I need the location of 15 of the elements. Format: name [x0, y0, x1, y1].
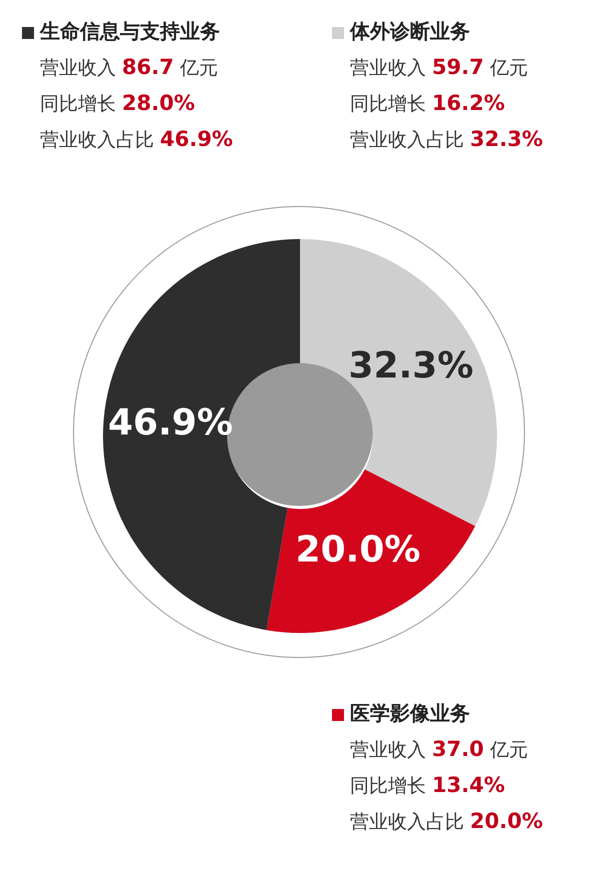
legend-label: 医学影像业务: [349, 700, 471, 727]
text: 营业收入占比 46.9%: [40, 127, 233, 153]
legend-label: 体外诊断业务: [348, 18, 471, 45]
data-label: 20.0%: [296, 530, 420, 571]
legend-label: 生命信息与支持业务: [38, 18, 221, 45]
text: 同比增长 13.4%: [350, 773, 506, 799]
text: 营业收入占比 32.3%: [350, 127, 543, 153]
text: 同比增长 28.0%: [40, 91, 196, 117]
text: 营业收入 86.7 亿元: [40, 55, 219, 81]
text: 营业收入 37.0 亿元: [350, 737, 529, 763]
data-label: 46.9%: [108, 402, 233, 444]
data-label: 32.3%: [348, 346, 474, 387]
text: 营业收入占比 20.0%: [350, 809, 543, 835]
text: 同比增长 16.2%: [350, 91, 506, 117]
text: 营业收入 59.7 亿元: [350, 55, 529, 81]
